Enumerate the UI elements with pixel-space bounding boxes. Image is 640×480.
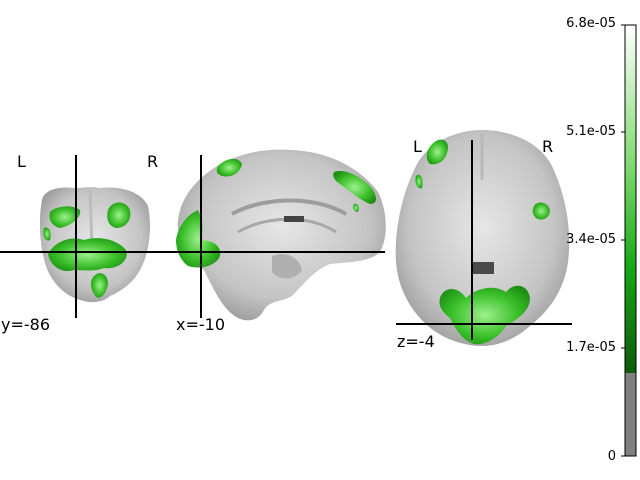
coronal-activation-3 xyxy=(43,227,51,241)
colorbar-tick-label-5: 0 xyxy=(607,449,616,464)
axial-activation-1 xyxy=(426,139,448,165)
colorbar-gradient xyxy=(625,25,636,373)
colorbar xyxy=(621,24,637,457)
sagittal-activation-3 xyxy=(333,170,376,204)
colorbar-tick-label-2: 5.1e-05 xyxy=(566,124,616,139)
sagittal-activation-2 xyxy=(216,158,242,177)
coronal-activation-5 xyxy=(91,273,108,298)
axial-activation-3 xyxy=(532,202,550,220)
coronal-slice xyxy=(0,155,175,318)
sagittal-coord-label: x=-10 xyxy=(176,315,226,334)
sagittal-brain xyxy=(177,149,386,321)
coronal-coord-label: y=-86 xyxy=(1,315,51,334)
sagittal-activation-4 xyxy=(353,203,359,212)
colorbar-threshold xyxy=(625,373,636,456)
axial-coord-label: z=-4 xyxy=(397,332,435,351)
colorbar-tick-label-1: 6.8e-05 xyxy=(566,16,616,31)
sagittal-activation-1 xyxy=(176,210,221,268)
axial-activation-4 xyxy=(439,285,530,345)
axial-activation-2 xyxy=(415,174,423,189)
colorbar-tick-label-3: 3.4e-05 xyxy=(566,232,616,247)
axial-left-label: L xyxy=(413,137,422,156)
axial-right-label: R xyxy=(542,137,554,156)
coronal-activation-1 xyxy=(49,206,81,228)
coronal-activation-2 xyxy=(107,202,131,228)
coronal-right-label: R xyxy=(147,152,159,171)
coronal-activation-4 xyxy=(48,238,127,272)
axial-slice xyxy=(395,130,572,346)
coronal-left-label: L xyxy=(17,152,26,171)
sagittal-slice xyxy=(175,149,386,321)
colorbar-tick-label-4: 1.7e-05 xyxy=(566,340,616,355)
